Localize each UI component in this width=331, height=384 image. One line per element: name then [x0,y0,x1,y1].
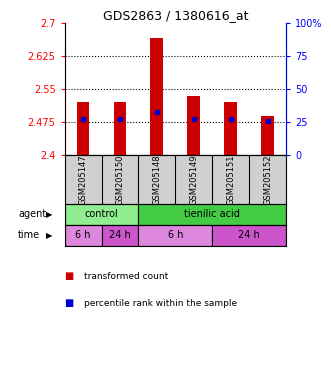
Text: percentile rank within the sample: percentile rank within the sample [84,299,238,308]
Bar [138,204,286,225]
Bar [224,103,237,155]
Text: time: time [18,230,40,240]
Text: 6 h: 6 h [75,230,91,240]
Title: GDS2863 / 1380616_at: GDS2863 / 1380616_at [103,9,248,22]
Text: control: control [85,209,118,219]
Text: agent: agent [18,209,46,219]
Bar [65,204,138,225]
Bar [213,225,286,246]
Bar [65,225,102,246]
Text: GSM205152: GSM205152 [263,154,272,205]
Text: ■: ■ [65,298,74,308]
Bar [187,96,200,155]
Text: GSM205148: GSM205148 [153,154,162,205]
Text: 24 h: 24 h [238,230,260,240]
Bar [151,38,164,155]
Bar [138,225,213,246]
Bar [102,225,138,246]
Text: ■: ■ [65,271,74,281]
Text: ▶: ▶ [46,210,53,219]
Bar [114,103,126,155]
Bar [261,116,274,155]
Text: ▶: ▶ [46,231,53,240]
Bar [76,103,89,155]
Text: GSM205149: GSM205149 [189,154,198,205]
Text: GSM205151: GSM205151 [226,154,235,205]
Text: tienilic acid: tienilic acid [184,209,240,219]
Text: 24 h: 24 h [109,230,131,240]
Text: 6 h: 6 h [168,230,183,240]
Text: GSM205147: GSM205147 [78,154,87,205]
Text: transformed count: transformed count [84,272,169,281]
Text: GSM205150: GSM205150 [116,154,124,205]
